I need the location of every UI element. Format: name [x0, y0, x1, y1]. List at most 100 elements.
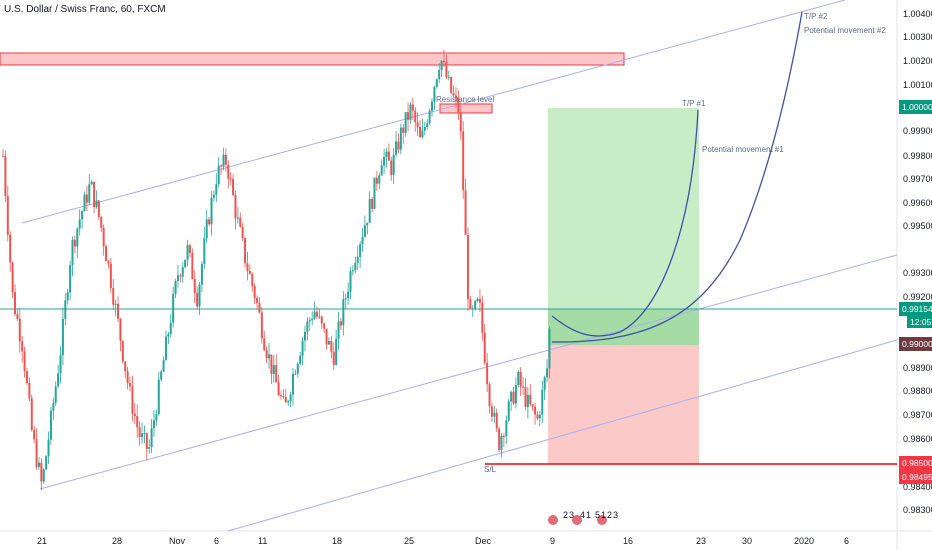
candle-body [534, 406, 537, 415]
event-flag-icon[interactable] [597, 515, 607, 525]
candle-body [9, 234, 12, 263]
candle-body [399, 127, 402, 150]
entry-profit-zone[interactable] [548, 309, 699, 345]
candle-body [426, 123, 429, 127]
candle-body [464, 190, 467, 235]
candle-body [148, 447, 151, 449]
candle-body [236, 217, 239, 219]
candle-body [383, 156, 386, 166]
candle-body [457, 98, 460, 114]
candle-body [241, 226, 244, 238]
candle-body [495, 412, 498, 429]
event-flag-icon[interactable] [548, 515, 558, 525]
candle-body [164, 336, 167, 361]
channel-upper-line[interactable] [21, 0, 846, 224]
candle-body [95, 200, 98, 208]
candle-body [105, 246, 108, 262]
candle-body [339, 321, 342, 326]
tp1-label: T/P #1 [682, 99, 706, 108]
candle-body [85, 194, 88, 203]
candle-body [435, 79, 438, 87]
candle-body [344, 298, 347, 300]
sl-price-tag [899, 456, 932, 470]
event-marker: 2 [607, 510, 612, 520]
candle-body [81, 211, 84, 220]
candle-body [119, 318, 122, 341]
potential-movement-2-curve[interactable] [551, 11, 803, 343]
candle-body [131, 386, 134, 414]
candle-body [294, 373, 297, 375]
event-marker: 1 [586, 510, 591, 520]
candle-body [311, 318, 314, 321]
candle-body [378, 175, 381, 184]
event-flag-icon[interactable] [572, 515, 582, 525]
candle-body [366, 222, 369, 226]
candle-body [486, 362, 489, 385]
candle-body [253, 285, 256, 298]
candle-body [234, 195, 237, 219]
candle-body [112, 288, 115, 305]
sl-line-price-tag-text: 0.98495 [902, 472, 932, 482]
candle-body [71, 239, 74, 266]
last-price-tag-text: 0.99154 [902, 304, 932, 314]
candle-body [490, 406, 493, 417]
candle-body [541, 389, 544, 415]
candle-body [186, 245, 189, 260]
candle-body [45, 456, 48, 470]
candle-body [519, 371, 522, 387]
candle-body [387, 151, 390, 161]
price-tick: 1.00200 [903, 56, 932, 66]
channel-middle-line[interactable] [39, 254, 898, 490]
potential-movement-1-curve[interactable] [551, 109, 699, 337]
candle-body [76, 228, 79, 247]
candle-body [287, 401, 290, 403]
candle-body [11, 262, 14, 293]
candle-body [450, 76, 453, 93]
candle-body [280, 395, 283, 397]
take-profit-zone[interactable] [548, 108, 699, 345]
candle-body [548, 328, 551, 369]
candle-body [433, 86, 436, 102]
candle-body [409, 104, 412, 120]
candle-body [18, 318, 21, 342]
candle-body [493, 412, 496, 417]
candle-body [419, 127, 422, 138]
candle-body [6, 196, 9, 235]
time-tick: 30 [742, 536, 752, 546]
candle-body [227, 164, 230, 179]
candle-body [282, 396, 285, 398]
candle-body [299, 355, 302, 364]
resistance-level-box[interactable] [439, 103, 493, 114]
stop-loss-zone[interactable] [548, 345, 699, 464]
candle-body [150, 428, 153, 448]
candle-body [97, 200, 100, 217]
channel-lower-line[interactable] [227, 339, 898, 532]
candle-body [47, 439, 50, 457]
tp-price-tag [899, 100, 932, 114]
candle-body [335, 338, 338, 365]
time-tick: 23 [696, 536, 706, 546]
candle-body [459, 113, 462, 132]
candle-body [395, 141, 398, 155]
time-tick: 18 [332, 536, 342, 546]
candle-body [462, 131, 465, 191]
candle-body [181, 267, 184, 277]
candle-body [390, 160, 393, 175]
resistance-zone[interactable] [0, 52, 625, 66]
event-marker: 5 [595, 510, 600, 520]
candle-body [260, 312, 263, 339]
event-marker: 3 [569, 510, 574, 520]
candle-body [28, 382, 31, 399]
event-markers[interactable]: 2 3 4 1 5 1 2 3 [548, 510, 618, 525]
candle-body [536, 414, 539, 419]
candle-body [524, 386, 527, 407]
time-tick: 9 [550, 536, 555, 546]
candle-body [198, 284, 201, 307]
candle-body [522, 386, 525, 388]
candle-body [152, 420, 155, 429]
candle-body [347, 291, 350, 299]
candle-body [359, 244, 362, 257]
